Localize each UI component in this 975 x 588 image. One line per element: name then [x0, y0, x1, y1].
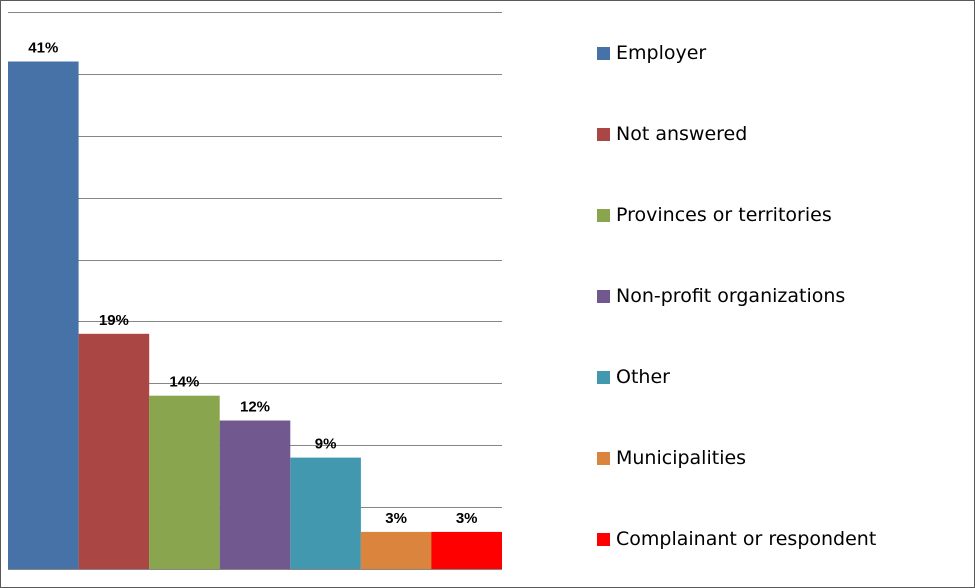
legend-item: Non-profit organizations	[597, 284, 845, 308]
data-label-6: 3%	[456, 510, 478, 527]
legend-label: Non-profit organizations	[616, 285, 846, 307]
legend-item: Complainant or respondent	[597, 527, 876, 551]
legend-swatch	[597, 451, 610, 465]
bar-6	[431, 531, 502, 569]
data-label-2: 14%	[169, 374, 199, 391]
bar-2	[149, 395, 220, 569]
data-label-3: 12%	[240, 399, 270, 416]
legend-label: Not answered	[616, 123, 748, 145]
bar-5	[360, 531, 432, 569]
bar-3	[219, 420, 291, 569]
legend-item: Employer	[597, 41, 706, 65]
legend-label: Other	[616, 366, 670, 388]
legend-swatch	[597, 46, 610, 60]
bar-1	[78, 333, 150, 569]
bar-0	[8, 61, 79, 569]
legend-label: Provinces or territories	[616, 204, 832, 226]
data-label-4: 9%	[315, 436, 337, 453]
legend-item: Other	[597, 365, 670, 389]
data-label-1: 19%	[99, 312, 129, 329]
legend-item: Municipalities	[597, 446, 746, 470]
legend-label: Employer	[616, 42, 707, 64]
legend-swatch	[597, 289, 610, 303]
bar-4	[290, 457, 361, 569]
legend-item: Provinces or territories	[597, 203, 832, 227]
legend-swatch	[597, 127, 610, 141]
legend-label: Complainant or respondent	[616, 528, 877, 550]
legend-swatch	[597, 208, 610, 222]
legend-swatch	[597, 532, 610, 546]
data-label-0: 41%	[28, 40, 58, 57]
legend-label: Municipalities	[616, 447, 747, 469]
legend-item: Not answered	[597, 122, 747, 146]
data-label-5: 3%	[385, 510, 407, 527]
legend-swatch	[597, 370, 610, 384]
